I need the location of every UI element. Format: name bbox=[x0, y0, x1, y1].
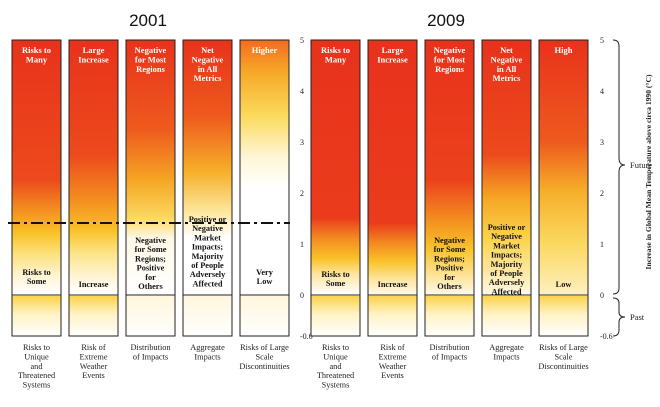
past-risk-bar bbox=[539, 296, 588, 336]
category-label: Risk of Extreme Weather Events bbox=[79, 343, 107, 380]
axis-title: Increase in Global Mean Temperature abov… bbox=[644, 74, 653, 269]
top-level-label: Risks to Many bbox=[22, 45, 51, 64]
future-risk-bar bbox=[240, 40, 289, 294]
bottom-level-label: Risks to Some bbox=[321, 270, 349, 288]
bottom-level-label: Positive or Negative Market Impacts; Majorit… bbox=[488, 223, 526, 296]
past-brace bbox=[612, 297, 626, 337]
future-risk-bar bbox=[539, 40, 588, 294]
scale-tick-label: 3 bbox=[300, 138, 304, 147]
column-frame bbox=[367, 39, 418, 337]
bottom-level-label: Increase bbox=[79, 280, 109, 289]
scale-tick-label: 5 bbox=[300, 36, 304, 45]
top-level-label: Large Increase bbox=[78, 45, 109, 64]
past-risk-bar bbox=[425, 296, 474, 336]
temperature-scale: 5 4 3 2 1 0 -0.6 bbox=[300, 36, 313, 341]
category-label: Risks of Large Scale Discontinuities bbox=[239, 343, 289, 371]
temperature-axis: Future Past Increase in Global Mean Temper… bbox=[612, 39, 653, 337]
top-level-label: Negative for Most Regions bbox=[434, 45, 466, 74]
scale-tick-label: 5 bbox=[600, 36, 604, 45]
future-risk-bar bbox=[425, 40, 474, 294]
past-risk-bar bbox=[126, 296, 175, 336]
scale-tick-label: 2 bbox=[600, 189, 604, 198]
category-label: Risk of Extreme Weather Events bbox=[378, 343, 406, 380]
scale-tick-label: 4 bbox=[300, 87, 304, 96]
panel-2009: 2009 Risks to Many Risks to Some Risks to Uniq… bbox=[310, 11, 613, 390]
scale-tick-label: 0 bbox=[600, 291, 604, 300]
panel-title: 2009 bbox=[427, 11, 465, 30]
category-label: Aggregate Impacts bbox=[489, 343, 524, 361]
past-risk-bar bbox=[12, 296, 61, 336]
future-risk-bar bbox=[482, 40, 531, 294]
bottom-level-label: Positive or Negative Market Impacts; Majorit… bbox=[189, 215, 227, 288]
future-risk-bar bbox=[12, 40, 61, 294]
category-label: Aggregate Impacts bbox=[190, 343, 225, 361]
bottom-level-label: Very Low bbox=[256, 268, 274, 286]
category-label: Risks to Unique and Threatened Systems bbox=[18, 343, 56, 390]
future-risk-bar bbox=[126, 40, 175, 294]
category-label: Distribution of Impacts bbox=[130, 343, 171, 361]
past-risk-bar bbox=[482, 296, 531, 336]
future-risk-bar bbox=[368, 40, 417, 294]
concern-column: High Low Risks of Large Scale Discontinuitie… bbox=[538, 39, 589, 371]
concern-column: Large Increase Increase Risk of Extreme Weath… bbox=[367, 39, 418, 380]
top-level-label: Net Negative in All Metrics bbox=[192, 45, 224, 83]
bottom-level-label: Negative for Some Regions; Positive for Other… bbox=[135, 236, 167, 291]
future-label: Future bbox=[630, 160, 652, 170]
top-level-label: Net Negative in All Metrics bbox=[491, 45, 523, 83]
column-frame bbox=[125, 39, 176, 337]
bottom-level-label: Risks to Some bbox=[22, 268, 50, 286]
column-frame bbox=[424, 39, 475, 337]
scale-tick-label: 3 bbox=[600, 138, 604, 147]
concern-column: Negative for Most Regions Negative for Some R… bbox=[125, 39, 176, 361]
past-risk-bar bbox=[183, 296, 232, 336]
concern-column: Negative for Most Regions Negative for Some R… bbox=[424, 39, 475, 361]
concern-column: Higher Very Low Risks of Large Scale Disconti… bbox=[239, 39, 290, 371]
future-risk-bar bbox=[69, 40, 118, 294]
past-risk-bar bbox=[311, 296, 360, 336]
column-frame bbox=[182, 39, 233, 337]
category-label: Distribution of Impacts bbox=[429, 343, 470, 361]
category-label: Risks to Unique and Threatened Systems bbox=[317, 343, 355, 390]
column-frame bbox=[481, 39, 532, 337]
bottom-level-label: Negative for Some Regions; Positive for Other… bbox=[434, 236, 466, 291]
category-label: Risks of Large Scale Discontinuities bbox=[538, 343, 588, 371]
concern-column: Risks to Many Risks to Some Risks to Unique an… bbox=[310, 39, 361, 390]
top-level-label: High bbox=[555, 45, 573, 55]
top-level-label: Higher bbox=[252, 45, 278, 55]
column-frame bbox=[11, 39, 62, 337]
concern-column: Large Increase Increase Risk of Extreme Weath… bbox=[68, 39, 119, 380]
past-risk-bar bbox=[69, 296, 118, 336]
column-frame bbox=[239, 39, 290, 337]
scale-tick-label: 1 bbox=[600, 240, 604, 249]
past-label: Past bbox=[630, 312, 645, 322]
past-risk-bar bbox=[368, 296, 417, 336]
scale-tick-label: 1 bbox=[300, 240, 304, 249]
top-level-label: Large Increase bbox=[377, 45, 408, 64]
future-brace bbox=[612, 39, 626, 295]
scale-tick-label: -0.6 bbox=[300, 332, 313, 341]
concern-column: Risks to Many Risks to Some Risks to Unique an… bbox=[11, 39, 62, 390]
concern-column: Net Negative in All Metrics Positive or Negat… bbox=[481, 39, 532, 361]
future-risk-bar bbox=[183, 40, 232, 294]
bottom-level-label: Increase bbox=[378, 280, 408, 289]
temperature-scale: 5 4 3 2 1 0 -0.6 bbox=[600, 36, 613, 341]
scale-tick-label: 4 bbox=[600, 87, 604, 96]
panel-2001: 2001 Risks to Many Risks to Some Risks to Uniq… bbox=[11, 11, 313, 390]
bottom-level-label: Low bbox=[556, 280, 572, 289]
scale-tick-label: 2 bbox=[300, 189, 304, 198]
future-risk-bar bbox=[311, 40, 360, 294]
column-frame bbox=[68, 39, 119, 337]
scale-tick-label: 0 bbox=[300, 291, 304, 300]
column-frame bbox=[538, 39, 589, 337]
scale-tick-label: -0.6 bbox=[600, 332, 613, 341]
panel-title: 2001 bbox=[129, 11, 167, 30]
past-risk-bar bbox=[240, 296, 289, 336]
top-level-label: Negative for Most Regions bbox=[135, 45, 167, 74]
top-level-label: Risks to Many bbox=[321, 45, 350, 64]
column-frame bbox=[310, 39, 361, 337]
concern-column: Net Negative in All Metrics Positive or Negat… bbox=[182, 39, 233, 361]
